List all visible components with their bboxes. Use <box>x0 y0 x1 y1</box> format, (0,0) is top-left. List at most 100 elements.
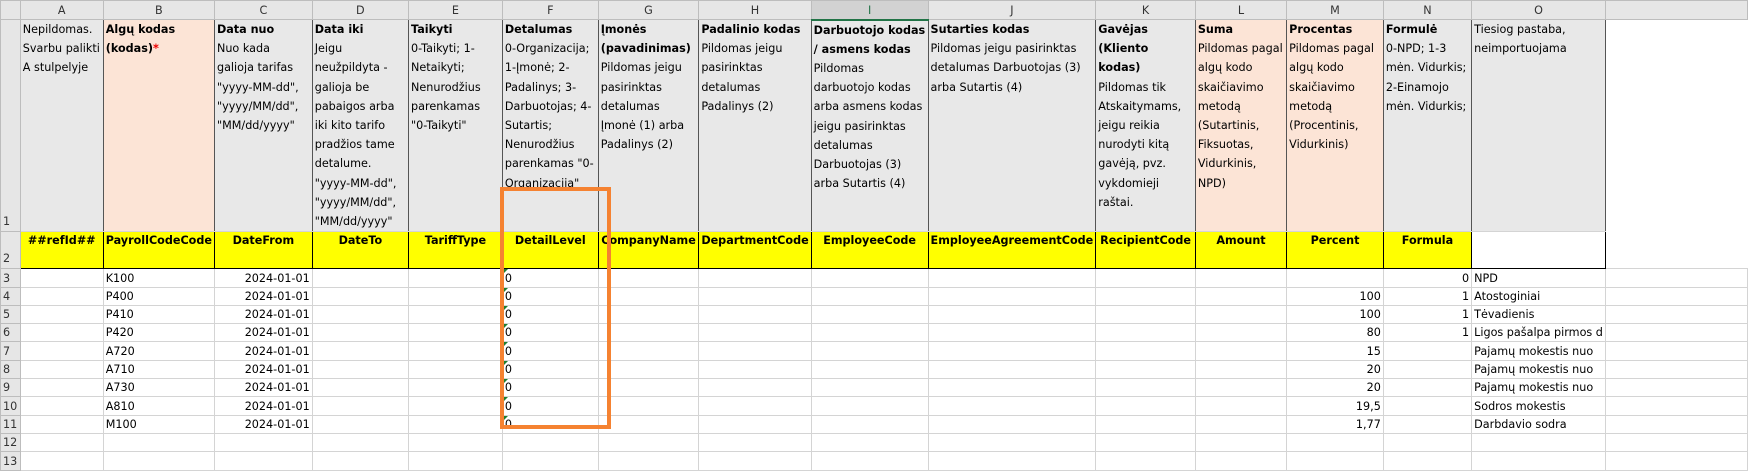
cell[interactable]: 2024-01-01 <box>213 359 313 380</box>
cell[interactable]: 19,5 <box>1286 396 1384 416</box>
cell[interactable] <box>927 432 1097 453</box>
cell[interactable] <box>698 341 812 361</box>
column-header[interactable]: J <box>927 0 1097 20</box>
row-header[interactable]: 8 <box>0 359 21 380</box>
row-header[interactable]: 12 <box>0 432 21 453</box>
cell[interactable] <box>408 323 503 343</box>
cell[interactable] <box>1194 304 1288 325</box>
cell[interactable] <box>1382 396 1473 416</box>
cell[interactable] <box>1095 378 1196 398</box>
cell[interactable] <box>311 359 410 380</box>
cell[interactable] <box>597 359 700 380</box>
cell[interactable] <box>19 432 104 453</box>
cell[interactable]: Ligos pašalpa pirmos d <box>1471 323 1606 343</box>
cell[interactable] <box>1194 323 1288 343</box>
column-header[interactable]: F <box>501 0 599 20</box>
description-cell[interactable]: Suma Pildomas pagal algų kodo skaičiavimo… <box>1194 18 1288 233</box>
column-header[interactable] <box>1604 0 1748 20</box>
cell[interactable] <box>1095 323 1196 343</box>
cell[interactable]: 1 <box>1382 286 1473 306</box>
cell[interactable] <box>1194 414 1288 434</box>
description-cell[interactable]: Įmonės (pavadinimas) Pildomas jeigu pasir… <box>597 18 700 233</box>
cell[interactable] <box>1095 396 1196 416</box>
cell[interactable] <box>810 378 929 398</box>
column-header[interactable]: A <box>19 0 104 20</box>
column-header[interactable]: E <box>408 0 503 20</box>
cell[interactable] <box>1194 378 1288 398</box>
cell[interactable] <box>408 396 503 416</box>
field-name-cell[interactable]: PayrollCodeCode <box>102 231 215 270</box>
cell[interactable] <box>1286 268 1384 288</box>
cell[interactable] <box>408 341 503 361</box>
cell[interactable]: A810 <box>102 396 215 416</box>
cell[interactable]: 0 <box>501 414 599 434</box>
cell[interactable]: 2024-01-01 <box>213 378 313 398</box>
cell[interactable] <box>810 304 929 325</box>
column-header[interactable]: D <box>311 0 410 20</box>
cell[interactable] <box>810 286 929 306</box>
cell[interactable] <box>311 414 410 434</box>
cell[interactable] <box>408 304 503 325</box>
cell[interactable] <box>1194 341 1288 361</box>
cell[interactable] <box>698 323 812 343</box>
cell[interactable] <box>1095 432 1196 453</box>
cell[interactable] <box>698 432 812 453</box>
cell[interactable] <box>698 268 812 288</box>
row-header[interactable]: 10 <box>0 396 21 416</box>
cell[interactable] <box>408 378 503 398</box>
description-cell[interactable]: Data nuo Nuo kada galioja tarifas "yyyy-M… <box>213 18 313 233</box>
cell[interactable] <box>597 323 700 343</box>
cell[interactable] <box>810 323 929 343</box>
cell[interactable] <box>311 451 410 471</box>
cell[interactable]: A730 <box>102 378 215 398</box>
cell[interactable] <box>1604 378 1748 398</box>
cell[interactable] <box>810 341 929 361</box>
cell[interactable]: 2024-01-01 <box>213 396 313 416</box>
cell[interactable] <box>408 268 503 288</box>
cell[interactable] <box>19 396 104 416</box>
cell[interactable] <box>1095 268 1196 288</box>
cell[interactable] <box>927 414 1097 434</box>
cell[interactable] <box>1095 341 1196 361</box>
row-header[interactable]: 1 <box>0 18 21 233</box>
cell[interactable]: 100 <box>1286 286 1384 306</box>
cell[interactable] <box>213 432 313 453</box>
cell[interactable] <box>698 451 812 471</box>
cell[interactable] <box>311 396 410 416</box>
cell[interactable]: Tėvadienis <box>1471 304 1606 325</box>
column-header[interactable]: H <box>698 0 812 20</box>
cell[interactable]: P420 <box>102 323 215 343</box>
row-header[interactable]: 4 <box>0 286 21 306</box>
cell[interactable] <box>1194 451 1288 471</box>
cell[interactable]: Darbdavio sodra <box>1471 414 1606 434</box>
cell[interactable] <box>1095 414 1196 434</box>
cell[interactable]: 0 <box>501 359 599 380</box>
description-cell[interactable]: Tiesiog pastaba, neimportuojama <box>1471 18 1606 233</box>
column-header[interactable]: N <box>1382 0 1473 20</box>
cell[interactable]: 0 <box>501 268 599 288</box>
cell[interactable] <box>19 378 104 398</box>
cell[interactable] <box>698 378 812 398</box>
field-name-cell[interactable]: EmployeeAgreementCode <box>927 231 1097 270</box>
cell[interactable] <box>1604 432 1748 453</box>
row-header[interactable]: 9 <box>0 378 21 398</box>
column-header[interactable]: M <box>1286 0 1384 20</box>
cell[interactable] <box>698 304 812 325</box>
cell[interactable] <box>1194 268 1288 288</box>
cell[interactable] <box>927 359 1097 380</box>
cell[interactable] <box>1194 359 1288 380</box>
cell[interactable] <box>408 286 503 306</box>
cell[interactable] <box>1194 396 1288 416</box>
row-header[interactable]: 5 <box>0 304 21 325</box>
cell[interactable] <box>1286 432 1384 453</box>
cell[interactable]: 0 <box>501 341 599 361</box>
description-cell[interactable]: Procentas Pildomas pagal algų kodo skaiči… <box>1286 18 1384 233</box>
cell[interactable] <box>311 378 410 398</box>
cell[interactable] <box>19 451 104 471</box>
field-name-cell[interactable]: Formula <box>1382 231 1473 270</box>
column-header[interactable]: O <box>1471 0 1606 20</box>
cell[interactable]: A710 <box>102 359 215 380</box>
cell[interactable]: P400 <box>102 286 215 306</box>
cell[interactable] <box>810 268 929 288</box>
